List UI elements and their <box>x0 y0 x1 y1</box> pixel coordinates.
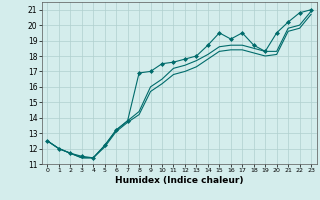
X-axis label: Humidex (Indice chaleur): Humidex (Indice chaleur) <box>115 176 244 185</box>
